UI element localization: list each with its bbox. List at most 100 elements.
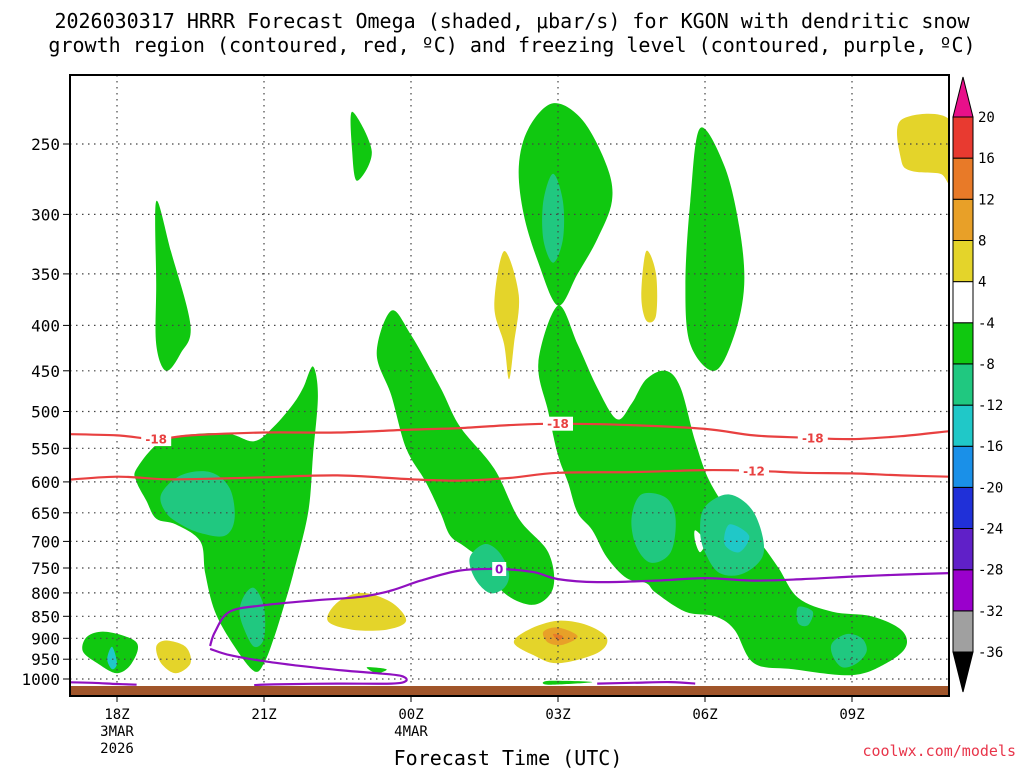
x-axis-label: Forecast Time (UTC) (394, 746, 623, 768)
colorbar-swatch (952, 281, 974, 324)
y-tick-label: 450 (31, 362, 60, 381)
colorbar-label: -16 (978, 439, 1003, 455)
omega-region (896, 113, 949, 184)
plot-background (70, 75, 949, 696)
omega-region (156, 640, 192, 674)
temperature-contours: -18 -18 -18 -12 0 (70, 416, 949, 687)
omega-region (724, 524, 750, 553)
colorbar-swatch (952, 322, 974, 365)
y-tick-label: 950 (31, 650, 60, 669)
x-tick-label: 18Z (104, 707, 129, 723)
colorbar-swatch (952, 651, 974, 693)
terrain-ground (70, 686, 949, 696)
y-tick-label: 900 (31, 629, 60, 648)
y-axis-ticks: 250 300 350 400 450 500 550 600 650 700 750 800 850 9… (21, 135, 70, 689)
plot-frame (69, 74, 950, 697)
x-tick-label: 21Z (251, 707, 276, 723)
colorbar-label: 20 (978, 110, 995, 126)
colorbar-swatch (952, 363, 974, 406)
omega-region (538, 305, 908, 676)
colorbar-swatch (952, 157, 974, 200)
omega-region (796, 606, 814, 627)
y-tick-label: 400 (31, 316, 60, 335)
omega-region (685, 127, 745, 371)
contour-label-bg (797, 430, 828, 445)
y-tick-label: 600 (31, 473, 60, 492)
colorbar-label: -32 (978, 604, 1003, 620)
omega-region (518, 103, 613, 306)
colorbar-label: 8 (978, 234, 986, 250)
x-tick-label: 00Z (398, 707, 423, 723)
colorbar-label: -12 (978, 398, 1003, 414)
omega-region (350, 111, 372, 181)
x-tick-label: 06Z (692, 707, 717, 723)
contour-line (209, 647, 408, 687)
x-tick-label: 03Z (545, 707, 570, 723)
colorbar-swatch (952, 198, 974, 241)
omega-region (376, 310, 555, 605)
omega-region (327, 592, 407, 631)
colorbar-label: -28 (978, 563, 1003, 579)
colorbar-label: 4 (978, 275, 986, 291)
grid-lines (70, 75, 949, 696)
colorbar-swatch (952, 116, 974, 159)
y-tick-label: 700 (31, 532, 60, 551)
contour-label: -18 (802, 431, 824, 445)
colorbar-swatch (952, 610, 974, 653)
omega-region (155, 200, 191, 371)
contour-label: -12 (743, 464, 765, 478)
colorbar-label: -8 (978, 357, 995, 373)
colorbar-swatch (952, 239, 974, 283)
chart-title-line1: 2026030317 HRRR Forecast Omega (shaded, … (54, 9, 970, 33)
omega-region (641, 250, 658, 323)
y-tick-label: 1000 (21, 670, 60, 689)
contour-label-bg (492, 562, 507, 576)
colorbar-swatch (952, 445, 974, 488)
y-tick-label: 300 (31, 205, 60, 224)
contour-label: -18 (547, 417, 569, 431)
y-tick-label: 250 (31, 135, 60, 154)
credit-text: coolwx.com/models (862, 742, 1016, 760)
contour-label-bg (543, 416, 573, 431)
x-tick-date: 4MAR (394, 724, 428, 740)
omega-shading (82, 103, 949, 685)
y-tick-label: 650 (31, 504, 60, 523)
omega-region (542, 680, 593, 685)
omega-region (239, 587, 266, 648)
y-tick-label: 850 (31, 607, 60, 626)
colorbar-label: -20 (978, 480, 1003, 496)
contour-label: 0 (495, 563, 503, 577)
colorbar-label: -24 (978, 522, 1003, 538)
omega-region (631, 492, 676, 563)
colorbar-swatch (952, 569, 974, 612)
x-tick-date: 3MAR (100, 724, 134, 740)
contour-line (209, 567, 949, 647)
omega-region (830, 633, 867, 668)
chart-title-line2: growth region (contoured, red, ºC) and f… (48, 33, 975, 57)
omega-region (694, 530, 706, 553)
colorbar-label: 16 (978, 151, 995, 167)
y-tick-label: 500 (31, 403, 60, 422)
contour-label-bg (739, 463, 769, 478)
y-tick-label: 350 (31, 265, 60, 284)
colorbar-label: 12 (978, 192, 995, 208)
colorbar-label: -4 (978, 316, 995, 332)
y-tick-label: 550 (31, 439, 60, 458)
colorbar-swatch (952, 486, 974, 530)
plot-area: -18 -18 -18 -12 0 (70, 75, 949, 696)
omega-region (366, 667, 387, 674)
omega-region (107, 646, 117, 670)
contour-line (70, 681, 137, 686)
contour-label-bg (141, 432, 172, 447)
omega-region (494, 251, 520, 380)
colorbar-swatch (952, 76, 974, 118)
contour-line (597, 680, 696, 685)
y-tick-label: 750 (31, 559, 60, 578)
y-tick-label: 800 (31, 584, 60, 603)
omega-region (160, 471, 235, 537)
contour-label: -18 (145, 433, 167, 447)
omega-region (552, 633, 564, 641)
colorbar-swatch (952, 404, 974, 447)
